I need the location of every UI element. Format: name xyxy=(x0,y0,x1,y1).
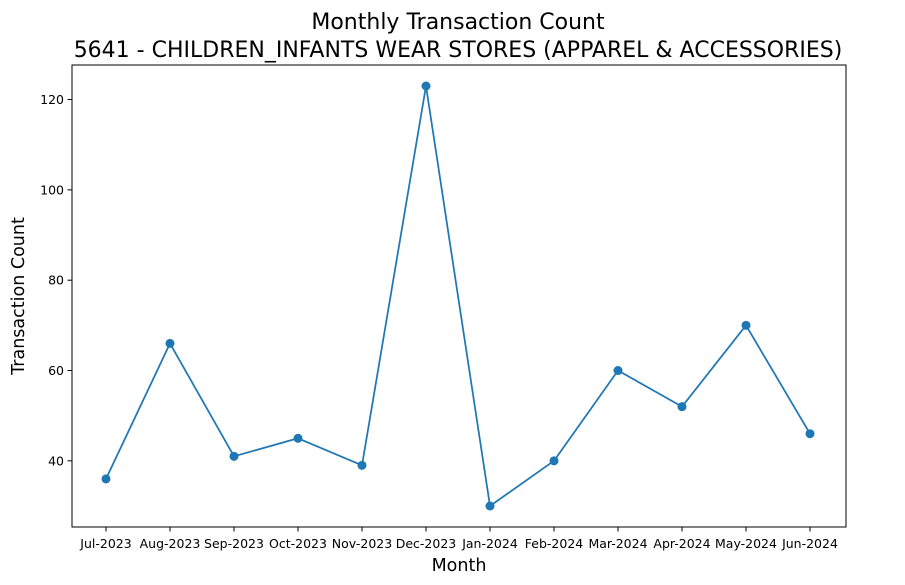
data-point xyxy=(293,433,303,443)
x-tick-label: Dec-2023 xyxy=(396,536,457,551)
x-tick-label: Apr-2024 xyxy=(653,536,710,551)
data-point xyxy=(229,451,239,461)
y-tick-label: 40 xyxy=(48,453,64,468)
x-axis-label: Month xyxy=(432,556,487,576)
y-tick-label: 80 xyxy=(48,273,64,288)
x-tick-label: Jun-2024 xyxy=(781,536,838,551)
data-point xyxy=(613,366,623,376)
x-tick-label: May-2024 xyxy=(715,536,777,551)
data-point xyxy=(741,320,751,330)
data-point xyxy=(357,460,367,470)
x-tick-label: Sep-2023 xyxy=(204,536,264,551)
x-tick-label: Aug-2023 xyxy=(140,536,201,551)
data-point xyxy=(805,429,815,439)
plot-frame xyxy=(71,64,847,528)
data-point xyxy=(485,501,495,511)
chart-subtitle: 5641 - CHILDREN_INFANTS WEAR STORES (APP… xyxy=(74,38,843,63)
y-tick-label: 120 xyxy=(40,92,64,107)
x-tick-label: Feb-2024 xyxy=(525,536,584,551)
plot-area xyxy=(101,81,815,511)
x-tick-label: Nov-2023 xyxy=(332,536,392,551)
x-axis-ticks: Jul-2023 Aug-2023 Sep-2023 Oct-2023 Nov-2023… xyxy=(79,527,838,551)
x-tick-label: Jul-2023 xyxy=(79,536,131,551)
chart-title: Monthly Transaction Count xyxy=(311,10,605,35)
data-point xyxy=(549,456,559,466)
data-point xyxy=(677,402,687,412)
data-point xyxy=(421,81,431,91)
x-tick-label: Jan-2024 xyxy=(461,536,518,551)
data-point xyxy=(165,338,175,348)
x-tick-label: Mar-2024 xyxy=(588,536,647,551)
y-axis-label: Transaction Count xyxy=(9,217,29,376)
series-line xyxy=(105,85,811,507)
y-tick-label: 100 xyxy=(40,182,64,197)
y-axis-ticks: 40 60 80 100 120 xyxy=(40,92,72,468)
x-tick-label: Oct-2023 xyxy=(269,536,327,551)
y-tick-label: 60 xyxy=(48,363,64,378)
data-point xyxy=(101,474,111,484)
